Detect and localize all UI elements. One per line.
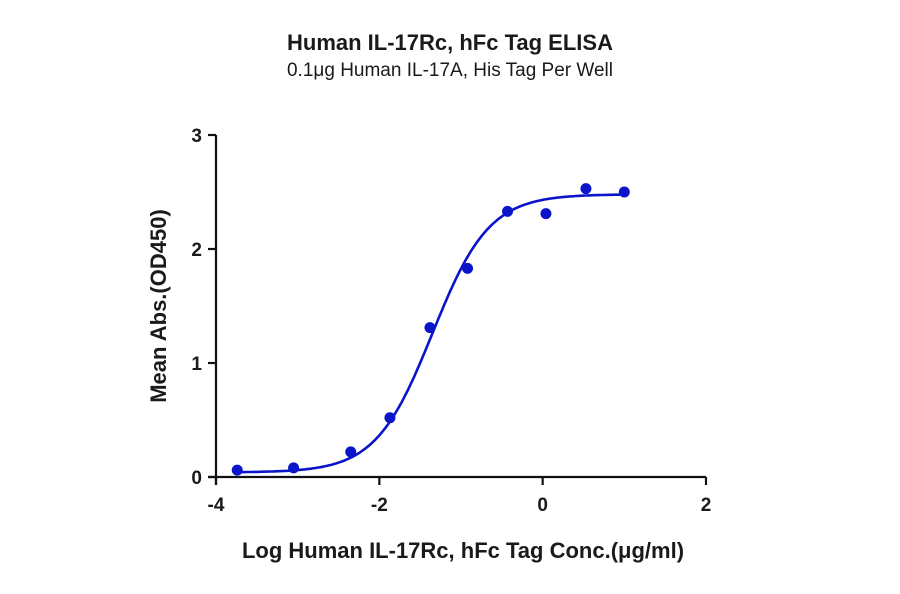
x-axis-label: Log Human IL-17Rc, hFc Tag Conc.(μg/ml) [242,538,684,563]
y-axis-label: Mean Abs.(OD450) [146,209,171,403]
x-tick-label: -4 [208,495,225,516]
data-point [288,462,300,474]
data-point [502,205,514,217]
data-point [580,183,592,195]
x-tick-label: -2 [371,495,388,516]
fit-line [237,193,625,474]
fit-curve [237,193,625,474]
x-tick-label: 2 [701,495,712,516]
y-tick-label: 3 [191,126,202,147]
data-points [231,183,630,476]
axes: 0 1 2 3 -4 -2 0 2 [191,126,711,516]
data-point [384,412,396,424]
data-point [424,322,436,334]
x-tick-label: 0 [537,495,548,516]
chart-subtitle: 0.1μg Human IL-17A, His Tag Per Well [286,60,613,81]
data-point [618,186,630,198]
data-point [231,464,243,476]
data-point [540,208,552,220]
y-tick-label: 1 [191,354,202,375]
data-point [462,262,474,274]
data-point [345,446,357,458]
y-tick-label: 0 [191,468,202,489]
chart-title: Human IL-17Rc, hFc Tag ELISA [287,30,613,55]
y-tick-label: 2 [191,240,202,261]
